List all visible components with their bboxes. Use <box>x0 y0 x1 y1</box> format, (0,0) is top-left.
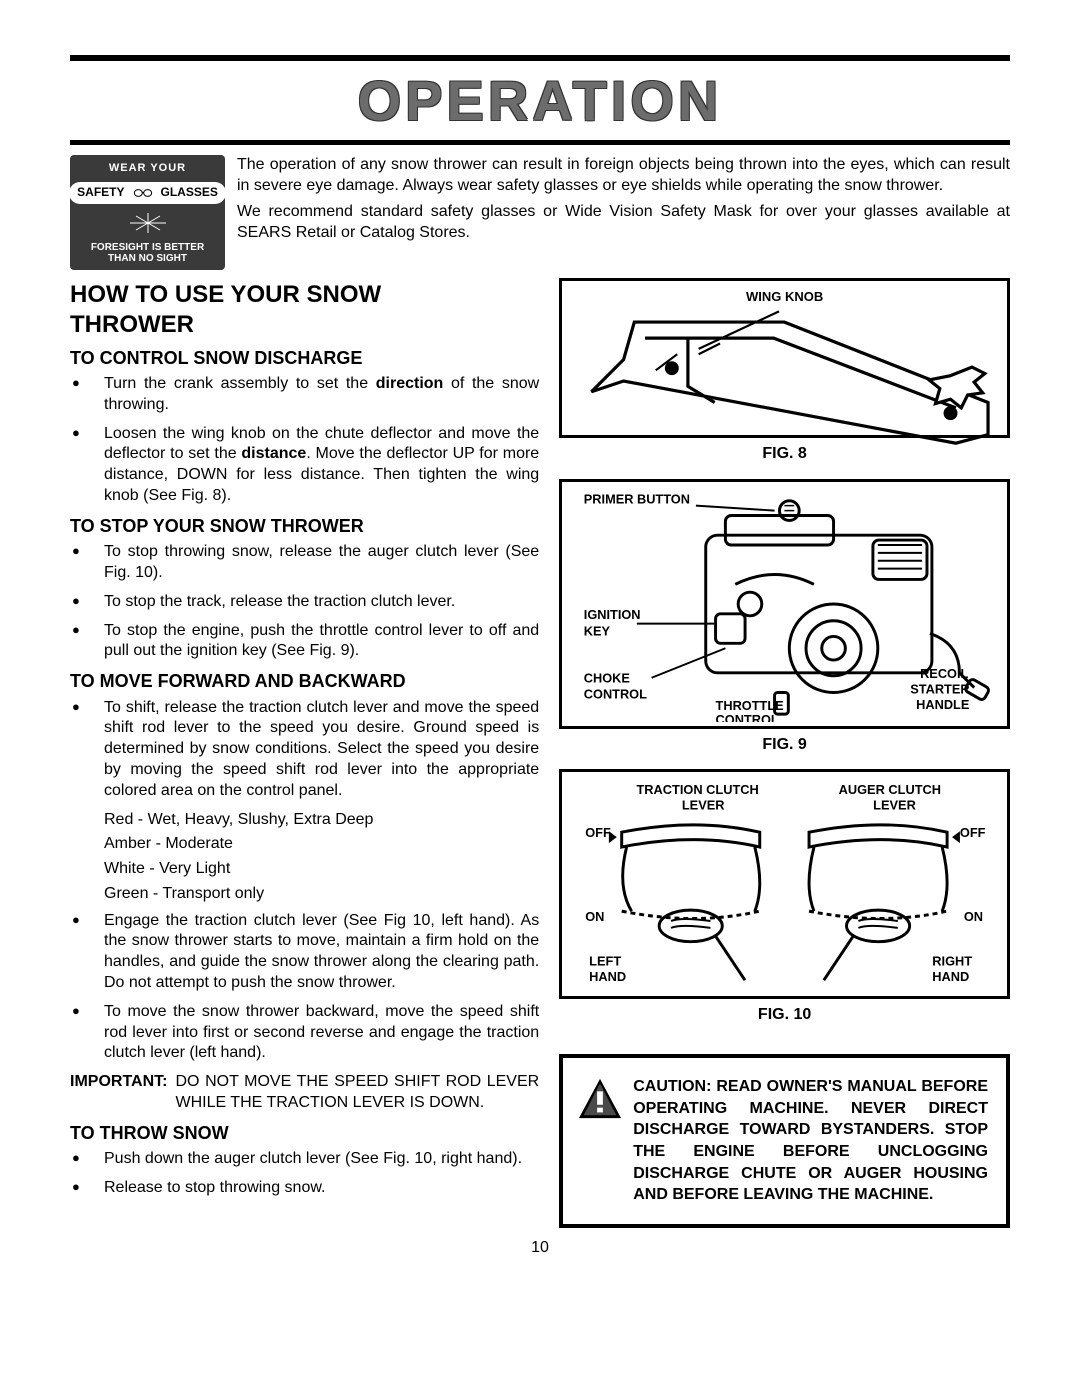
fig9-diagram: PRIMER BUTTON IGNITION KEY CHOKE CONTROL… <box>570 486 999 722</box>
fig10-on-r: ON <box>964 909 983 924</box>
sec3-heading: TO MOVE FORWARD AND BACKWARD <box>70 670 539 693</box>
fig10-lever2: LEVER <box>873 798 916 813</box>
sec2-b3: To stop the engine, push the throttle co… <box>70 621 539 663</box>
fig8-box: WING KNOB <box>559 278 1010 438</box>
fig10-on-l: ON <box>585 909 604 924</box>
sec3-list: To shift, release the traction clutch le… <box>70 698 539 802</box>
fig10-hand-l: HAND <box>589 970 626 985</box>
fig9-throttle: THROTTLE <box>716 698 785 713</box>
sec3-s2: Amber - Moderate <box>70 834 539 855</box>
fig10-caption: FIG. 10 <box>559 1005 1010 1026</box>
badge-top: WEAR YOUR <box>109 161 186 175</box>
fig9-handle: HANDLE <box>916 697 970 712</box>
page-number: 10 <box>70 1238 1010 1259</box>
intro-p2: We recommend standard safety glasses or … <box>237 202 1010 244</box>
fig8-diagram <box>570 306 999 445</box>
t: Turn the crank assembly to set the <box>104 375 376 392</box>
fig10-left: LEFT <box>589 954 621 969</box>
fig8-caption: FIG. 8 <box>559 444 1010 465</box>
badge-bot2: THAN NO SIGHT <box>91 253 204 264</box>
t: direction <box>376 375 444 392</box>
sec3-b2: Engage the traction clutch lever (See Fi… <box>70 911 539 994</box>
fig9-throttle2: CONTROL <box>716 712 779 722</box>
columns: HOW TO USE YOUR SNOW THROWER TO CONTROL … <box>70 278 1010 1228</box>
fig10-diagram: TRACTION CLUTCH LEVER AUGER CLUTCH LEVER… <box>572 778 997 990</box>
caution-box: CAUTION: READ OWNER'S MANUAL BEFORE OPER… <box>559 1054 1010 1228</box>
fig10-off-l: OFF <box>585 826 611 841</box>
fig10-box: TRACTION CLUTCH LEVER AUGER CLUTCH LEVER… <box>559 769 1010 999</box>
fig8-wing-label: WING KNOB <box>570 289 999 306</box>
title-row: OPERATION <box>70 65 1010 138</box>
h2-line2: THROWER <box>70 312 539 338</box>
sec3-b1: To shift, release the traction clutch le… <box>70 698 539 802</box>
sec4-list: Push down the auger clutch lever (See Fi… <box>70 1149 539 1199</box>
fig9-starter: STARTER <box>910 681 969 696</box>
sec1-b2: Loosen the wing knob on the chute deflec… <box>70 424 539 507</box>
sec3-s1: Red - Wet, Heavy, Slushy, Extra Deep <box>70 810 539 831</box>
fig10-lever1: LEVER <box>682 798 725 813</box>
fig10-hand-r: HAND <box>933 970 970 985</box>
badge-bot1: FORESIGHT IS BETTER <box>91 242 204 253</box>
fig9-box: PRIMER BUTTON IGNITION KEY CHOKE CONTROL… <box>559 479 1010 729</box>
fig9-caption: FIG. 9 <box>559 735 1010 756</box>
sec1-list: Turn the crank assembly to set the direc… <box>70 374 539 507</box>
col-right: WING KNOB FIG. 8 <box>559 278 1010 1228</box>
badge-bot: FORESIGHT IS BETTER THAN NO SIGHT <box>91 242 204 264</box>
fig9-ignition: IGNITION <box>584 606 641 621</box>
sec3-s3: White - Very Light <box>70 859 539 880</box>
fig9-key: KEY <box>584 623 611 638</box>
intro-row: WEAR YOUR SAFETY GLASSES FORESIGHT IS BE… <box>70 155 1010 270</box>
sparkle-icon <box>118 211 178 235</box>
important-row: IMPORTANT: DO NOT MOVE THE SPEED SHIFT R… <box>70 1072 539 1114</box>
rule-top <box>70 55 1010 61</box>
goggles-icon <box>133 187 153 199</box>
fig9-recoil: RECOIL <box>920 665 968 680</box>
fig10-off-r: OFF <box>960 826 986 841</box>
sec1-b1: Turn the crank assembly to set the direc… <box>70 374 539 416</box>
fig10-traction: TRACTION CLUTCH <box>637 782 759 797</box>
important-label: IMPORTANT: <box>70 1072 167 1114</box>
caution-text: CAUTION: READ OWNER'S MANUAL BEFORE OPER… <box>633 1076 988 1206</box>
fig10-auger: AUGER CLUTCH <box>839 782 941 797</box>
sec3-list2: Engage the traction clutch lever (See Fi… <box>70 911 539 1065</box>
sec2-b1: To stop throwing snow, release the auger… <box>70 542 539 584</box>
sec3-s4: Green - Transport only <box>70 884 539 905</box>
intro-p1: The operation of any snow thrower can re… <box>237 155 1010 197</box>
badge-right: GLASSES <box>161 185 218 201</box>
sec1-heading: TO CONTROL SNOW DISCHARGE <box>70 347 539 370</box>
fig10-right: RIGHT <box>933 954 973 969</box>
h2-line1: HOW TO USE YOUR SNOW <box>70 282 539 308</box>
goggles-pill: SAFETY GLASSES <box>69 182 226 204</box>
important-body: DO NOT MOVE THE SPEED SHIFT ROD LEVER WH… <box>175 1072 539 1114</box>
page-title: OPERATION <box>358 65 723 138</box>
sec3-b3: To move the snow thrower backward, move … <box>70 1002 539 1064</box>
intro-text: The operation of any snow thrower can re… <box>237 155 1010 270</box>
sec4-b2: Release to stop throwing snow. <box>70 1178 539 1199</box>
sec2-heading: TO STOP YOUR SNOW THROWER <box>70 515 539 538</box>
badge-left: SAFETY <box>77 185 124 201</box>
sec2-list: To stop throwing snow, release the auger… <box>70 542 539 662</box>
sec4-heading: TO THROW SNOW <box>70 1122 539 1145</box>
rule-mid <box>70 140 1010 145</box>
warning-icon <box>577 1076 623 1122</box>
fig9-control: CONTROL <box>584 686 647 701</box>
safety-badge: WEAR YOUR SAFETY GLASSES FORESIGHT IS BE… <box>70 155 225 270</box>
fig9-choke: CHOKE <box>584 670 631 685</box>
sec4-b1: Push down the auger clutch lever (See Fi… <box>70 1149 539 1170</box>
col-left: HOW TO USE YOUR SNOW THROWER TO CONTROL … <box>70 278 539 1228</box>
fig9-primer: PRIMER BUTTON <box>584 491 690 506</box>
t: distance <box>241 445 306 462</box>
sec2-b2: To stop the track, release the traction … <box>70 592 539 613</box>
